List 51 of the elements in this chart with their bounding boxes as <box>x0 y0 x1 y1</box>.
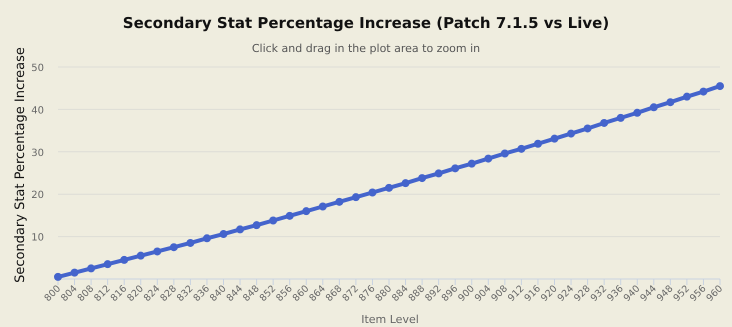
y-tick-label: 50 <box>31 63 44 74</box>
point <box>352 193 360 202</box>
point <box>153 247 162 256</box>
point <box>716 82 724 90</box>
point <box>335 198 344 206</box>
point <box>202 234 211 242</box>
point <box>269 216 278 224</box>
point <box>402 179 410 188</box>
point <box>666 98 674 106</box>
point <box>584 124 592 132</box>
point <box>451 164 460 172</box>
point <box>633 108 642 117</box>
point <box>650 103 658 112</box>
point <box>385 184 393 192</box>
x-axis-title: Item Level <box>361 313 419 326</box>
x-tick-label: 960 <box>704 283 726 304</box>
y-tick-label: 10 <box>31 232 44 244</box>
point <box>54 272 62 281</box>
point <box>318 202 327 210</box>
point <box>418 174 426 182</box>
point <box>699 88 708 96</box>
point <box>567 130 576 138</box>
point <box>434 169 443 178</box>
point <box>468 160 476 168</box>
point <box>302 207 310 216</box>
point <box>220 230 228 238</box>
point <box>170 243 178 252</box>
point <box>616 114 625 122</box>
chart-title: Secondary Stat Percentage Increase (Patch 7.1.5 vs Live) <box>122 14 610 32</box>
y-tick-label: 20 <box>31 190 44 202</box>
point <box>484 154 492 163</box>
y-tick-label: 40 <box>31 105 44 116</box>
point <box>120 256 128 264</box>
point <box>517 144 526 153</box>
point <box>286 212 294 220</box>
point <box>500 149 509 158</box>
point <box>534 140 542 148</box>
chart-subtitle: Click and drag in the plot area to zoom in <box>252 42 480 55</box>
point <box>186 238 194 247</box>
y-axis-title: Secondary Stat Percentage Increase <box>13 47 28 283</box>
point <box>104 260 112 268</box>
point <box>236 225 244 234</box>
point <box>87 264 96 272</box>
point <box>682 92 691 101</box>
point <box>600 118 608 127</box>
y-tick-label: 30 <box>31 148 44 159</box>
point <box>70 268 79 277</box>
point <box>136 252 145 260</box>
point <box>252 221 261 230</box>
point <box>368 188 376 197</box>
point <box>550 134 558 143</box>
